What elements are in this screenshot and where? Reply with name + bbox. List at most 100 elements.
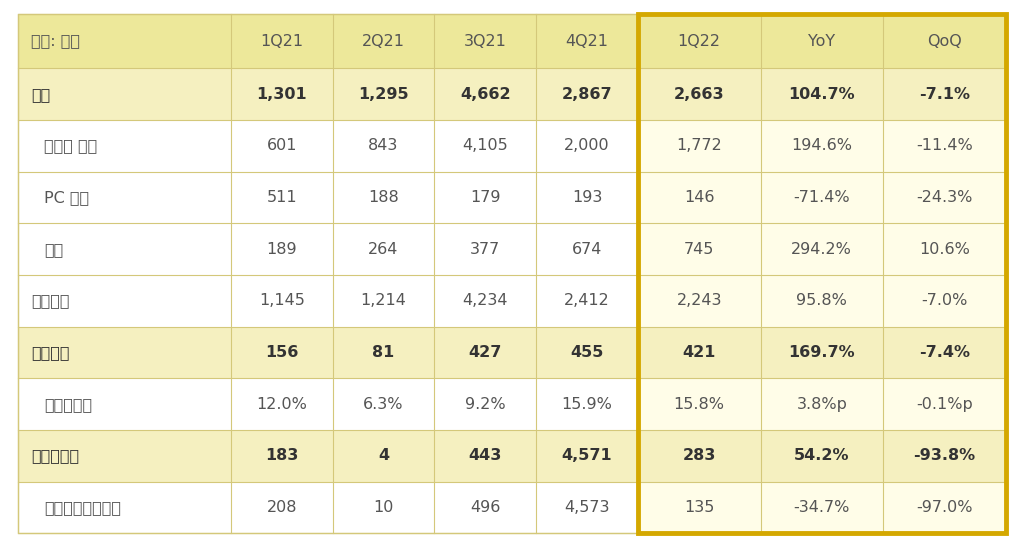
Text: 1,214: 1,214	[360, 293, 407, 309]
Text: 377: 377	[470, 242, 501, 257]
Bar	[434, 68, 537, 120]
Bar	[883, 68, 1006, 120]
Bar	[230, 68, 333, 120]
Text: -34.7%: -34.7%	[794, 500, 850, 515]
Bar	[761, 223, 883, 275]
Bar	[434, 379, 537, 430]
Text: 1Q21: 1Q21	[260, 33, 303, 49]
Bar	[638, 223, 761, 275]
Bar	[333, 275, 434, 327]
Bar	[761, 379, 883, 430]
Bar	[537, 120, 638, 172]
Bar	[333, 223, 434, 275]
Bar	[333, 120, 434, 172]
Bar	[230, 223, 333, 275]
Text: 156: 156	[265, 345, 298, 360]
Bar	[333, 327, 434, 379]
Bar	[18, 430, 230, 482]
Bar	[638, 14, 1006, 533]
Bar	[761, 120, 883, 172]
Text: 194.6%: 194.6%	[792, 138, 852, 154]
Text: 189: 189	[266, 242, 297, 257]
Bar	[434, 120, 537, 172]
Text: -7.4%: -7.4%	[919, 345, 970, 360]
Text: 193: 193	[572, 190, 602, 205]
Text: 6.3%: 6.3%	[364, 397, 403, 412]
Bar	[434, 172, 537, 223]
Text: 단위: 억원: 단위: 억원	[31, 33, 80, 49]
Bar	[638, 120, 761, 172]
Text: 1,301: 1,301	[256, 87, 307, 102]
Bar	[18, 14, 230, 68]
Bar	[537, 14, 638, 68]
Text: 2,243: 2,243	[677, 293, 722, 309]
Text: 294.2%: 294.2%	[792, 242, 852, 257]
Text: 169.7%: 169.7%	[788, 345, 855, 360]
Text: 2,000: 2,000	[564, 138, 610, 154]
Text: -97.0%: -97.0%	[916, 500, 973, 515]
Bar	[638, 68, 761, 120]
Text: 4,105: 4,105	[463, 138, 508, 154]
Bar	[333, 430, 434, 482]
Text: 1,145: 1,145	[259, 293, 305, 309]
Bar	[434, 14, 537, 68]
Text: QoQ: QoQ	[927, 33, 962, 49]
Text: 당기순이익: 당기순이익	[31, 449, 79, 463]
Bar	[537, 379, 638, 430]
Bar	[537, 223, 638, 275]
Bar	[638, 275, 761, 327]
Text: 2,663: 2,663	[674, 87, 725, 102]
Bar	[18, 379, 230, 430]
Bar	[333, 482, 434, 533]
Bar	[761, 327, 883, 379]
Bar	[18, 327, 230, 379]
Text: PC 게임: PC 게임	[44, 190, 89, 205]
Bar	[18, 172, 230, 223]
Text: 95.8%: 95.8%	[797, 293, 847, 309]
Text: 2,867: 2,867	[562, 87, 612, 102]
Bar	[638, 430, 761, 482]
Bar	[537, 68, 638, 120]
Text: 영업이익률: 영업이익률	[44, 397, 92, 412]
Text: 기타: 기타	[44, 242, 63, 257]
Text: 496: 496	[470, 500, 501, 515]
Bar	[537, 482, 638, 533]
Text: -93.8%: -93.8%	[913, 449, 976, 463]
Bar	[883, 14, 1006, 68]
Bar	[230, 379, 333, 430]
Bar	[18, 223, 230, 275]
Text: -0.1%p: -0.1%p	[915, 397, 973, 412]
Text: 영업이익: 영업이익	[31, 345, 70, 360]
Text: 443: 443	[469, 449, 502, 463]
Text: 511: 511	[266, 190, 297, 205]
Text: 843: 843	[369, 138, 398, 154]
Text: -71.4%: -71.4%	[794, 190, 850, 205]
Text: 4: 4	[378, 449, 389, 463]
Text: 10: 10	[374, 500, 394, 515]
Bar	[761, 275, 883, 327]
Bar	[537, 327, 638, 379]
Text: 427: 427	[469, 345, 502, 360]
Bar	[230, 327, 333, 379]
Text: -7.0%: -7.0%	[922, 293, 968, 309]
Text: -24.3%: -24.3%	[916, 190, 973, 205]
Bar	[638, 482, 761, 533]
Bar	[883, 379, 1006, 430]
Text: 3Q21: 3Q21	[464, 33, 507, 49]
Bar	[761, 430, 883, 482]
Text: 601: 601	[266, 138, 297, 154]
Text: 매출: 매출	[31, 87, 50, 102]
Bar	[333, 172, 434, 223]
Text: 183: 183	[265, 449, 298, 463]
Bar	[761, 14, 883, 68]
Bar	[883, 275, 1006, 327]
Bar	[434, 275, 537, 327]
Text: 81: 81	[373, 345, 394, 360]
Bar	[18, 275, 230, 327]
Bar	[537, 172, 638, 223]
Text: 4Q21: 4Q21	[565, 33, 608, 49]
Text: 2,412: 2,412	[564, 293, 610, 309]
Bar	[883, 327, 1006, 379]
Bar	[434, 223, 537, 275]
Text: 9.2%: 9.2%	[465, 397, 506, 412]
